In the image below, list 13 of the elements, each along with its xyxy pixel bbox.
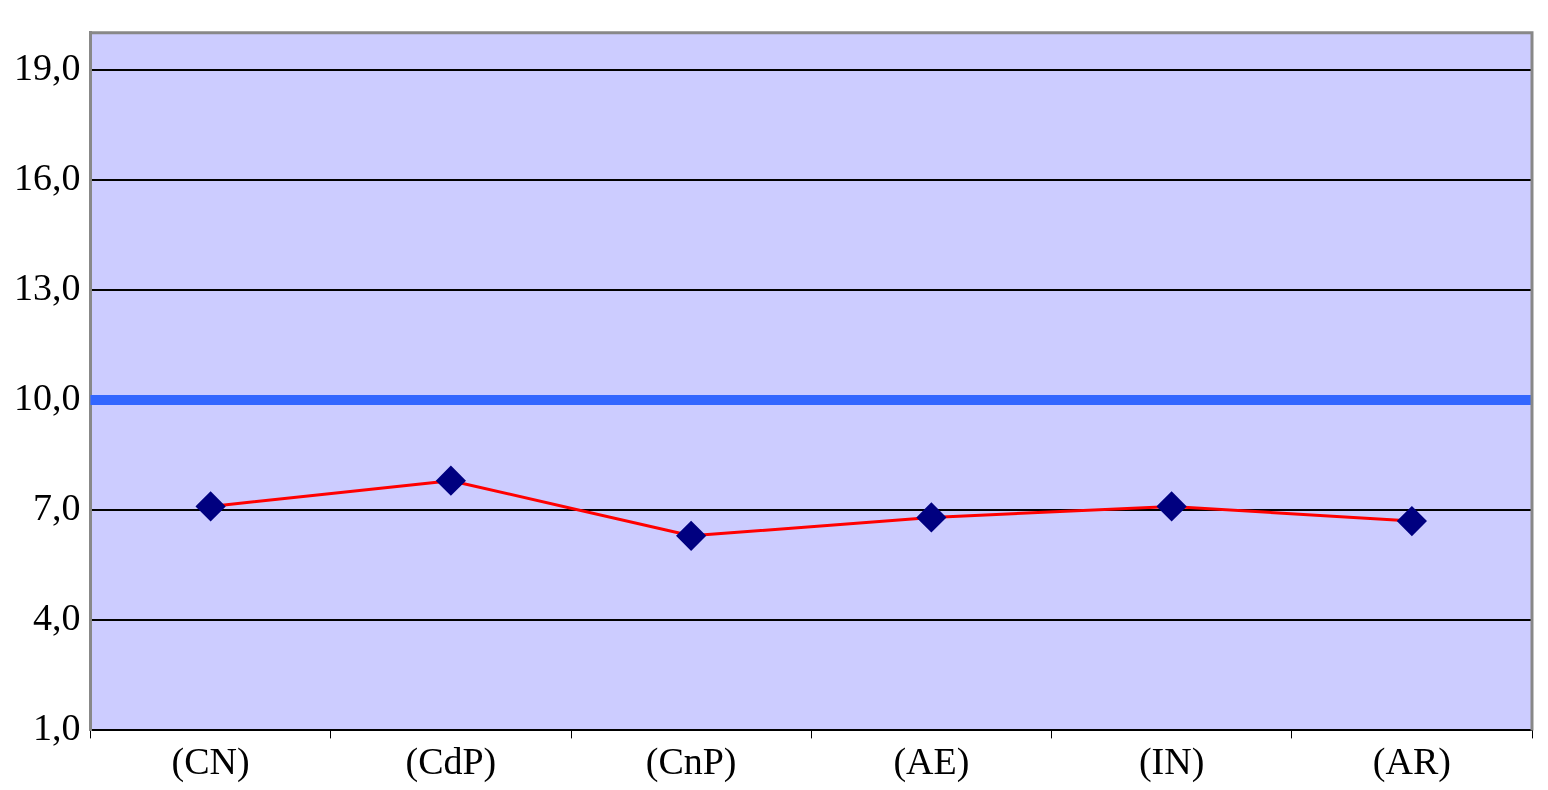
y-tick-label: 1,0	[33, 706, 81, 749]
y-tick-label: 7,0	[33, 486, 81, 529]
x-tick-label: (IN)	[1138, 740, 1205, 784]
y-tick-label: 16,0	[14, 155, 81, 198]
y-tick-label: 19,0	[14, 45, 81, 88]
y-tick-label: 10,0	[14, 375, 81, 418]
x-tick-label: (AE)	[893, 740, 970, 784]
x-tick-label: (CN)	[171, 740, 250, 784]
x-tick-label: (AR)	[1372, 740, 1451, 784]
x-tick-label: (CnP)	[645, 740, 737, 784]
y-tick-label: 4,0	[33, 596, 81, 639]
x-tick-label: (CdP)	[405, 740, 497, 784]
y-tick-label: 13,0	[14, 265, 81, 308]
